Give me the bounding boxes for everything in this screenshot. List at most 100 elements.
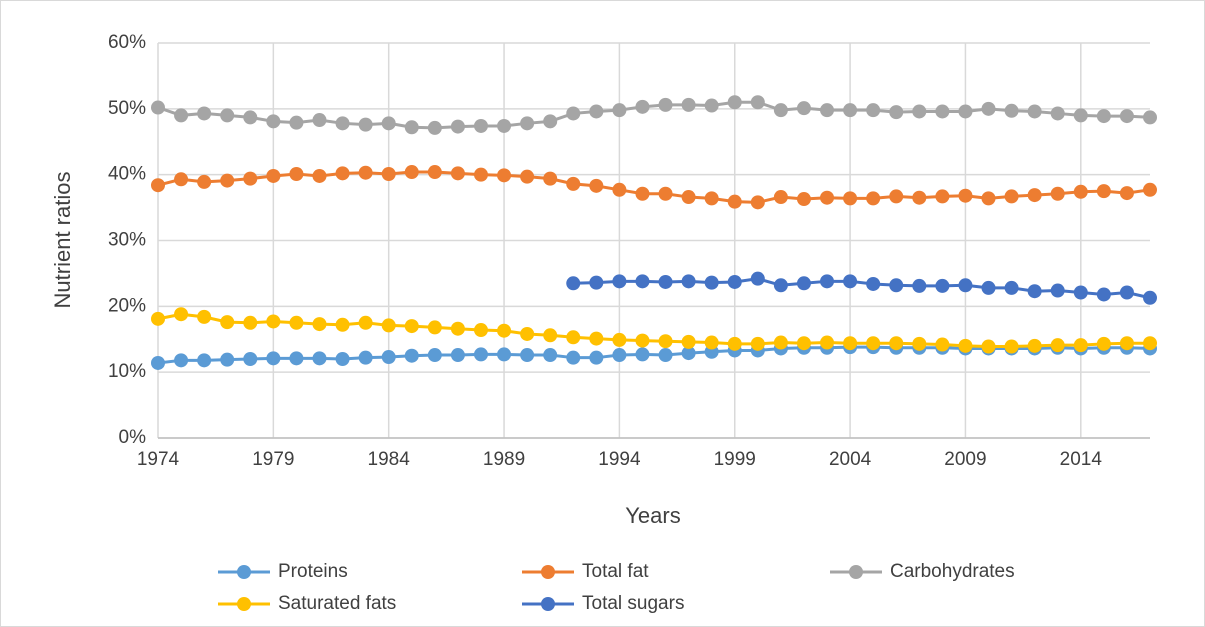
data-point — [796, 101, 811, 116]
data-point — [312, 317, 327, 332]
data-point — [796, 336, 811, 351]
data-point — [750, 195, 765, 210]
data-point — [1004, 280, 1019, 295]
data-point — [727, 95, 742, 110]
data-point — [658, 97, 673, 112]
data-point — [681, 346, 696, 361]
y-tick-label: 10% — [108, 361, 146, 382]
data-point — [473, 167, 488, 182]
data-point — [796, 276, 811, 291]
data-point — [612, 103, 627, 118]
data-point — [174, 307, 189, 322]
data-point — [312, 351, 327, 366]
data-point — [335, 352, 350, 366]
data-point — [912, 278, 927, 293]
data-point — [889, 278, 904, 293]
data-point — [589, 275, 604, 290]
data-point — [820, 103, 835, 118]
data-point — [843, 336, 858, 351]
data-point — [497, 118, 512, 133]
data-point — [866, 276, 881, 291]
data-point — [566, 176, 581, 191]
data-point — [1027, 284, 1042, 299]
x-tick-label: 1974 — [137, 449, 180, 470]
data-point — [612, 274, 627, 289]
legend-marker — [541, 597, 555, 611]
legend-marker — [849, 565, 863, 579]
data-point — [1119, 109, 1134, 124]
data-point — [566, 350, 581, 365]
data-point — [497, 168, 512, 183]
y-tick-label: 20% — [108, 295, 146, 316]
data-point — [151, 100, 165, 115]
data-point — [981, 280, 996, 295]
data-point — [958, 338, 973, 353]
data-point — [266, 351, 281, 366]
data-point — [912, 336, 927, 351]
data-point — [1027, 188, 1042, 203]
legend-label: Total sugars — [582, 593, 684, 614]
data-point — [1096, 287, 1111, 302]
data-point — [566, 330, 581, 345]
data-point — [589, 178, 604, 193]
data-point — [1096, 336, 1111, 351]
data-point — [243, 315, 258, 330]
data-point — [174, 353, 189, 368]
data-point — [358, 350, 373, 365]
x-tick-label: 2004 — [829, 449, 872, 470]
data-point — [704, 191, 719, 206]
data-point — [612, 348, 627, 363]
data-point — [589, 350, 604, 365]
data-point — [427, 348, 442, 363]
x-tick-label: 1979 — [252, 449, 294, 470]
data-point — [1027, 104, 1042, 119]
data-point — [635, 99, 650, 114]
data-point — [958, 278, 973, 293]
data-point — [335, 166, 350, 181]
data-point — [427, 320, 442, 335]
data-point — [935, 278, 950, 293]
data-point — [750, 95, 765, 110]
y-tick-label: 0% — [119, 427, 147, 448]
data-point — [520, 326, 535, 341]
data-point — [266, 168, 281, 183]
data-point — [866, 336, 881, 351]
data-point — [566, 106, 581, 121]
x-tick-label: 1999 — [714, 449, 756, 470]
data-point — [220, 352, 235, 367]
data-point — [151, 178, 165, 193]
data-point — [289, 167, 304, 182]
legend-marker — [541, 565, 555, 579]
data-point — [773, 278, 788, 293]
data-point — [381, 167, 396, 182]
data-point — [1050, 106, 1065, 121]
data-point — [589, 104, 604, 119]
data-point — [174, 172, 189, 187]
data-point — [1143, 290, 1157, 305]
data-point — [658, 274, 673, 289]
data-point — [889, 336, 904, 351]
data-point — [1073, 338, 1088, 353]
data-point — [543, 171, 558, 186]
data-point — [1004, 103, 1019, 118]
data-point — [381, 318, 396, 333]
data-point — [820, 274, 835, 289]
data-point — [197, 309, 212, 324]
data-point — [1096, 184, 1111, 199]
data-point — [335, 116, 350, 131]
data-point — [243, 110, 258, 125]
data-point — [520, 169, 535, 184]
data-point — [1119, 285, 1134, 300]
data-point — [1119, 186, 1134, 201]
x-tick-label: 2014 — [1060, 449, 1103, 470]
y-tick-label: 30% — [108, 230, 146, 251]
data-point — [381, 350, 396, 365]
data-point — [727, 194, 742, 209]
data-point — [266, 314, 281, 329]
data-point — [1143, 336, 1157, 351]
data-point — [243, 352, 258, 366]
data-point — [151, 355, 165, 370]
data-point — [1004, 189, 1019, 204]
y-tick-label: 50% — [108, 98, 146, 119]
data-point — [612, 332, 627, 347]
